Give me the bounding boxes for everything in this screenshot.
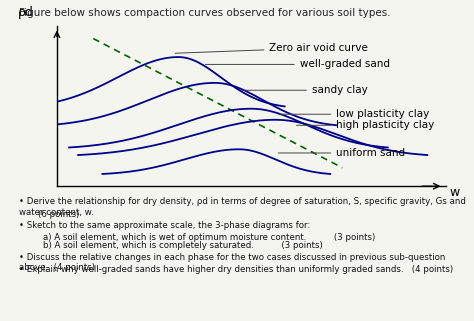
Text: (6 points): (6 points) [38,210,79,219]
Text: uniform sand: uniform sand [278,148,405,158]
Text: low plasticity clay: low plasticity clay [278,109,429,119]
Text: • Discuss the relative changes in each phase for the two cases discussed in prev: • Discuss the relative changes in each p… [19,253,446,272]
Text: ρd: ρd [18,6,34,19]
Text: sandy clay: sandy clay [242,85,368,95]
Text: • Explain why well-graded sands have higher dry densities than uniformly graded : • Explain why well-graded sands have hig… [19,265,453,274]
Text: • Derive the relationship for dry density, ρd in terms of degree of saturation, : • Derive the relationship for dry densit… [19,197,466,217]
Text: well-graded sand: well-graded sand [205,59,390,69]
Text: w: w [449,186,460,199]
Text: Figure below shows compaction curves observed for various soil types.: Figure below shows compaction curves obs… [19,8,391,18]
Text: • Sketch to the same approximate scale, the 3-phase diagrams for:: • Sketch to the same approximate scale, … [19,221,310,230]
Text: a) A soil element, which is wet of optimum moisture content.          (3 points): a) A soil element, which is wet of optim… [43,233,375,242]
Text: Zero air void curve: Zero air void curve [175,43,368,53]
Text: high plasticity clay: high plasticity clay [297,120,435,130]
Text: b) A soil element, which is completely saturated.          (3 points): b) A soil element, which is completely s… [43,241,322,250]
